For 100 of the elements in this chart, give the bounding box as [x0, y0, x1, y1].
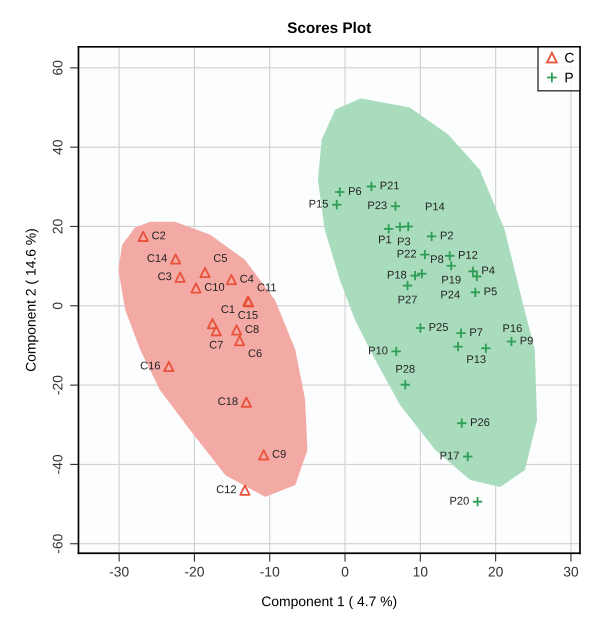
data-label: P6: [349, 187, 362, 195]
chart-title: Scores Plot: [288, 22, 372, 34]
data-label: C5: [214, 254, 228, 262]
data-label: P27: [398, 296, 417, 304]
data-label: P17: [440, 452, 459, 460]
data-label: C16: [140, 362, 160, 370]
point: [190, 282, 202, 294]
y-tick-label: 40: [52, 140, 63, 155]
point: [170, 253, 182, 265]
point: [231, 324, 242, 336]
x-tick-label: -30: [110, 566, 129, 577]
data-label: C9: [272, 450, 286, 458]
point: [239, 484, 250, 496]
point: [402, 220, 414, 232]
point: [331, 199, 342, 210]
point: [472, 496, 484, 508]
point: [444, 250, 456, 262]
data-label: C2: [152, 232, 166, 240]
data-label: P14: [426, 202, 444, 210]
point: [455, 328, 467, 339]
data-label: P9: [520, 336, 533, 344]
data-label: P7: [470, 328, 482, 336]
data-label: P3: [398, 237, 410, 246]
point: [234, 335, 246, 346]
data-label: C1: [221, 305, 234, 314]
data-label: C15: [238, 311, 258, 319]
data-label: P21: [380, 182, 399, 190]
data-label: P12: [458, 250, 478, 259]
point: [138, 230, 149, 242]
data-label: C3: [158, 272, 172, 280]
data-label: C4: [240, 274, 254, 283]
point: [390, 346, 402, 357]
data-label: C11: [258, 283, 276, 292]
y-tick-label: -60: [52, 534, 63, 554]
point: [446, 260, 457, 272]
point: [467, 266, 479, 277]
point: [240, 396, 252, 408]
data-label: P8: [431, 255, 444, 264]
data-label: P16: [503, 324, 522, 332]
data-label: P4: [482, 266, 495, 274]
point: [366, 180, 377, 192]
data-label: P20: [450, 496, 469, 505]
point: [471, 270, 482, 282]
point: [206, 318, 218, 330]
y-axis-title: Component 2 ( 14.6 %): [25, 229, 38, 372]
x-tick-label: 20: [488, 566, 503, 577]
data-label: P24: [441, 290, 460, 298]
data-label: C10: [204, 283, 224, 291]
data-label: P22: [398, 250, 416, 258]
data-label: C6: [248, 349, 262, 358]
point: [394, 221, 406, 232]
point: [462, 450, 474, 462]
data-label: P5: [484, 288, 497, 296]
legend-label: P: [566, 72, 573, 82]
point: [400, 379, 411, 390]
data-label: P26: [470, 418, 490, 426]
x-tick-label: -20: [185, 566, 204, 577]
data-label: P2: [440, 232, 453, 240]
y-tick-label: -40: [52, 454, 63, 474]
legend-label: C: [565, 52, 574, 63]
data-label: P25: [430, 323, 448, 331]
point: [174, 272, 186, 283]
y-tick-label: -20: [52, 376, 63, 395]
point: [506, 336, 518, 348]
x-tick-label: 10: [414, 566, 428, 577]
x-tick-label: -10: [260, 566, 280, 577]
x-tick-label: 0: [342, 566, 348, 577]
point: [383, 223, 394, 234]
data-label: P1: [378, 236, 392, 244]
x-tick-label: 30: [564, 566, 578, 577]
data-label: P19: [442, 276, 461, 284]
point: [480, 342, 492, 354]
data-label: P13: [467, 355, 486, 364]
point: [226, 274, 237, 286]
y-tick-label: 60: [52, 60, 63, 75]
data-label: P28: [396, 364, 415, 373]
point: [199, 266, 211, 278]
point: [414, 322, 426, 334]
data-label: C14: [147, 254, 167, 262]
point: [390, 200, 402, 212]
data-label: P15: [310, 200, 328, 208]
point: [456, 418, 468, 429]
data-label: C7: [210, 340, 223, 349]
y-tick-label: 20: [52, 219, 63, 234]
data-label: C12: [216, 485, 236, 494]
point: [163, 360, 174, 372]
point: [426, 230, 438, 242]
y-tick-label: 0: [52, 302, 63, 310]
point: [452, 341, 464, 352]
data-label: C8: [246, 325, 259, 333]
point: [470, 286, 481, 298]
data-label: P18: [388, 270, 406, 279]
x-axis-title: Component 1 ( 4.7 %): [262, 596, 396, 609]
point: [210, 325, 222, 336]
point: [334, 186, 346, 198]
point: [258, 449, 270, 460]
data-label: P23: [368, 201, 387, 210]
data-label: P10: [369, 346, 388, 354]
point: [419, 249, 430, 260]
data-label: C18: [218, 397, 238, 406]
